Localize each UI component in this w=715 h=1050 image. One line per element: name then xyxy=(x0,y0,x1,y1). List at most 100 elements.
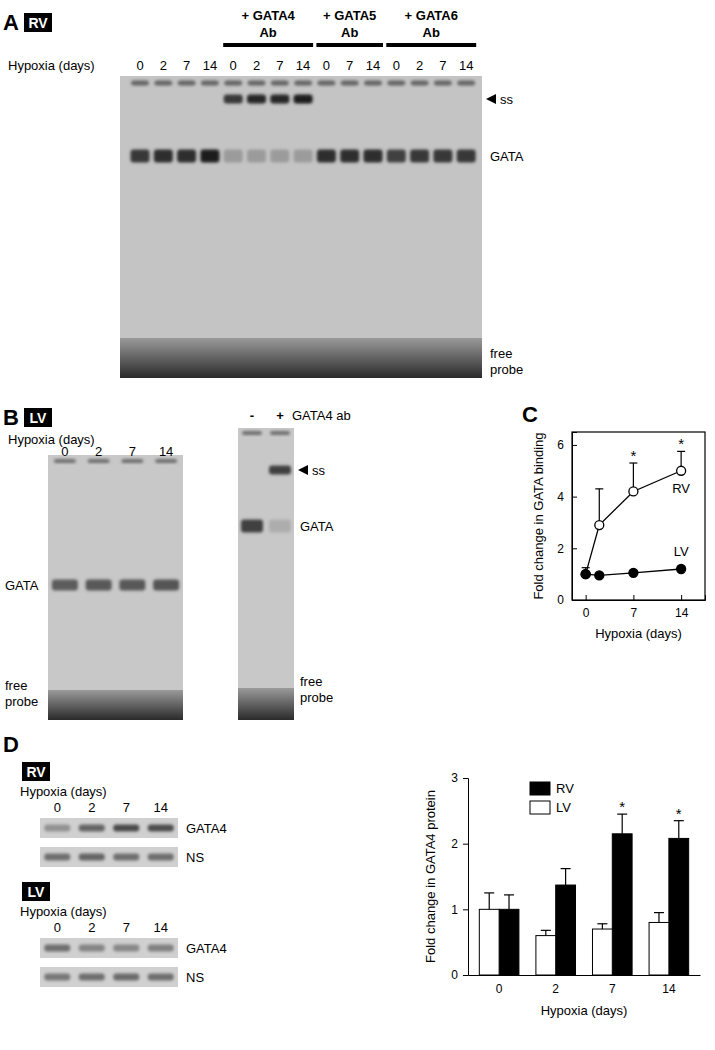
x-axis: 0 2 7 14 xyxy=(469,976,701,996)
error-cap xyxy=(595,488,603,489)
bar xyxy=(669,838,689,975)
gel-well xyxy=(457,81,475,86)
blot-band xyxy=(79,854,105,861)
panel-letter: D xyxy=(3,732,19,757)
lane-label: 0 xyxy=(393,58,400,73)
lane-label: 0 xyxy=(136,58,143,73)
tick-mark xyxy=(463,975,468,976)
y-axis: 0123 xyxy=(451,771,468,982)
blot-band xyxy=(148,825,174,832)
gel-well xyxy=(271,81,289,86)
bar xyxy=(479,909,499,975)
tissue-box xyxy=(22,882,50,901)
panel-letter: B xyxy=(3,405,19,430)
blot-band xyxy=(79,825,105,832)
error-bar xyxy=(595,489,603,525)
row-label: NS xyxy=(186,970,204,985)
tick-mark xyxy=(463,844,468,845)
gel xyxy=(238,428,294,720)
group-label: Ab xyxy=(423,25,440,40)
panel-letter: C xyxy=(522,402,538,427)
legend-label: LV xyxy=(556,800,571,815)
tick-label: 0 xyxy=(557,593,564,607)
gel xyxy=(48,455,183,720)
gel-band xyxy=(269,520,291,533)
error-cap xyxy=(561,868,571,869)
tissue-label: RV xyxy=(26,764,46,780)
group-label: + GATA4 xyxy=(241,8,295,23)
blot-band xyxy=(148,974,174,981)
tick-label: 14 xyxy=(662,982,676,996)
tick: 0 xyxy=(496,982,503,996)
blot-band xyxy=(113,825,139,832)
error-whisker xyxy=(565,869,566,885)
gel-band xyxy=(387,150,406,163)
panel-a: ARVHypoxia (days)0271402714+ GATA4Ab0714… xyxy=(3,8,524,378)
lane-axis-label: Hypoxia (days) xyxy=(8,432,95,447)
band-label: probe xyxy=(5,694,38,709)
row-label: GATA4 xyxy=(186,941,227,956)
tick-mark xyxy=(633,595,634,600)
x-axis-title: Hypoxia (days) xyxy=(595,626,682,641)
lane-label: 2 xyxy=(95,444,102,459)
error-whisker xyxy=(678,821,679,839)
legend-label: RV xyxy=(556,781,574,796)
point xyxy=(629,568,638,577)
point xyxy=(595,571,604,580)
free-probe-band xyxy=(238,688,294,720)
error-whisker xyxy=(602,924,603,929)
gel-band xyxy=(294,95,313,104)
tick-mark xyxy=(463,909,468,910)
point xyxy=(629,487,638,496)
bar xyxy=(649,922,669,975)
series-label: LV xyxy=(674,544,689,559)
tissue-box xyxy=(24,13,52,32)
tick: 2 xyxy=(552,982,559,996)
error-bar xyxy=(597,924,607,929)
legend-swatch xyxy=(530,782,550,795)
band-label: probe xyxy=(300,690,333,705)
tick: 0 xyxy=(451,968,468,982)
gel-band xyxy=(410,150,429,163)
blot-strip xyxy=(40,818,178,838)
error-whisker xyxy=(508,895,509,909)
bar xyxy=(499,909,519,975)
y-axis-title: Fold change in GATA binding xyxy=(531,432,546,599)
band-label: ss xyxy=(500,92,514,107)
group-bar xyxy=(316,43,383,47)
group-label: Ab xyxy=(259,25,276,40)
tissue-box xyxy=(24,408,52,427)
blot-strip xyxy=(40,938,178,958)
gel-well xyxy=(88,459,110,463)
gel-well xyxy=(242,431,262,435)
tick: 14 xyxy=(675,595,689,620)
blot-band xyxy=(148,854,174,861)
free-probe-band xyxy=(48,690,183,720)
band-label: free xyxy=(5,678,27,693)
blot-band xyxy=(113,854,139,861)
lane-label: 0 xyxy=(54,800,61,815)
blot-band xyxy=(44,945,70,952)
tick-label: 3 xyxy=(451,771,458,785)
bar xyxy=(592,929,612,975)
group-label: Ab xyxy=(341,25,358,40)
row-label: NS xyxy=(186,850,204,865)
axis-line xyxy=(463,779,469,976)
tick-label: 4 xyxy=(557,490,564,504)
tick: 3 xyxy=(451,771,468,785)
tick: 7 xyxy=(631,595,638,620)
legend-swatch xyxy=(530,801,550,814)
lane-label: 0 xyxy=(230,58,237,73)
lane-label: 7 xyxy=(123,800,130,815)
error-bar xyxy=(617,814,627,834)
lane-label: 7 xyxy=(123,920,130,935)
axis-line xyxy=(469,975,701,976)
panel-d: DRVHypoxia (days)02714GATA4NSLVHypoxia (… xyxy=(3,732,701,1018)
tick-label: 7 xyxy=(631,606,638,620)
error-bar xyxy=(561,869,571,885)
tick-label: 7 xyxy=(609,982,616,996)
gel-well xyxy=(224,81,242,86)
blot-band xyxy=(113,974,139,981)
lane-label: 14 xyxy=(366,58,380,73)
point xyxy=(595,521,604,530)
